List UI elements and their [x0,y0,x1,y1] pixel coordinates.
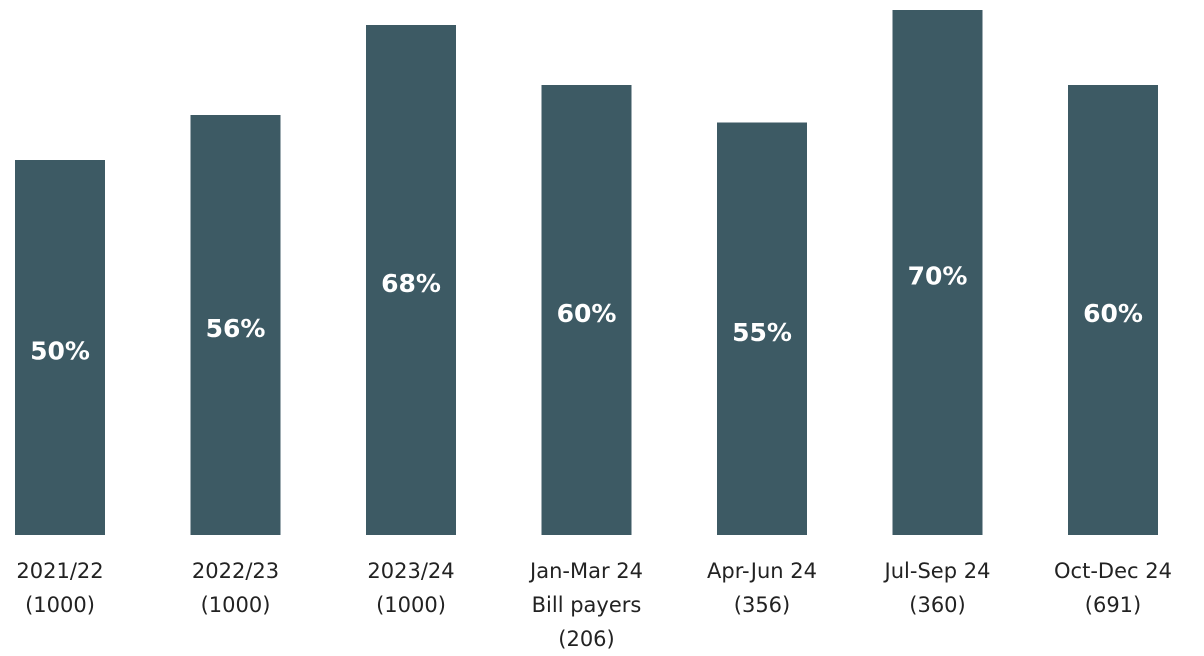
bar [892,10,983,535]
x-tick-label: Jan-Mar 24 [528,559,643,583]
bar [15,160,105,535]
value-label: 56% [206,314,266,343]
x-tick-label: (356) [734,593,790,617]
value-label: 60% [1083,299,1143,328]
x-tick-label: (691) [1085,593,1141,617]
x-tick-label: (1000) [25,593,95,617]
x-tick-label: Jul-Sep 24 [883,559,991,583]
value-label: 50% [30,337,90,366]
bar [190,115,281,535]
x-tick-label: (206) [558,627,614,651]
value-label: 68% [381,269,441,298]
x-tick-label: (1000) [201,593,271,617]
x-tick-label: 2023/24 [367,559,454,583]
value-label: 70% [908,262,968,291]
x-tick-label: (1000) [376,593,446,617]
bar [541,85,632,535]
x-tick-label: Bill payers [532,593,642,617]
x-tick-label: Apr-Jun 24 [707,559,817,583]
value-label: 55% [732,318,792,347]
bar [1068,85,1158,535]
x-tick-label: (360) [909,593,965,617]
bar [717,122,807,535]
x-tick-label: 2021/22 [16,559,103,583]
value-label: 60% [557,299,617,328]
x-tick-label: Oct-Dec 24 [1054,559,1172,583]
bar [366,25,456,535]
x-tick-label: 2022/23 [192,559,279,583]
